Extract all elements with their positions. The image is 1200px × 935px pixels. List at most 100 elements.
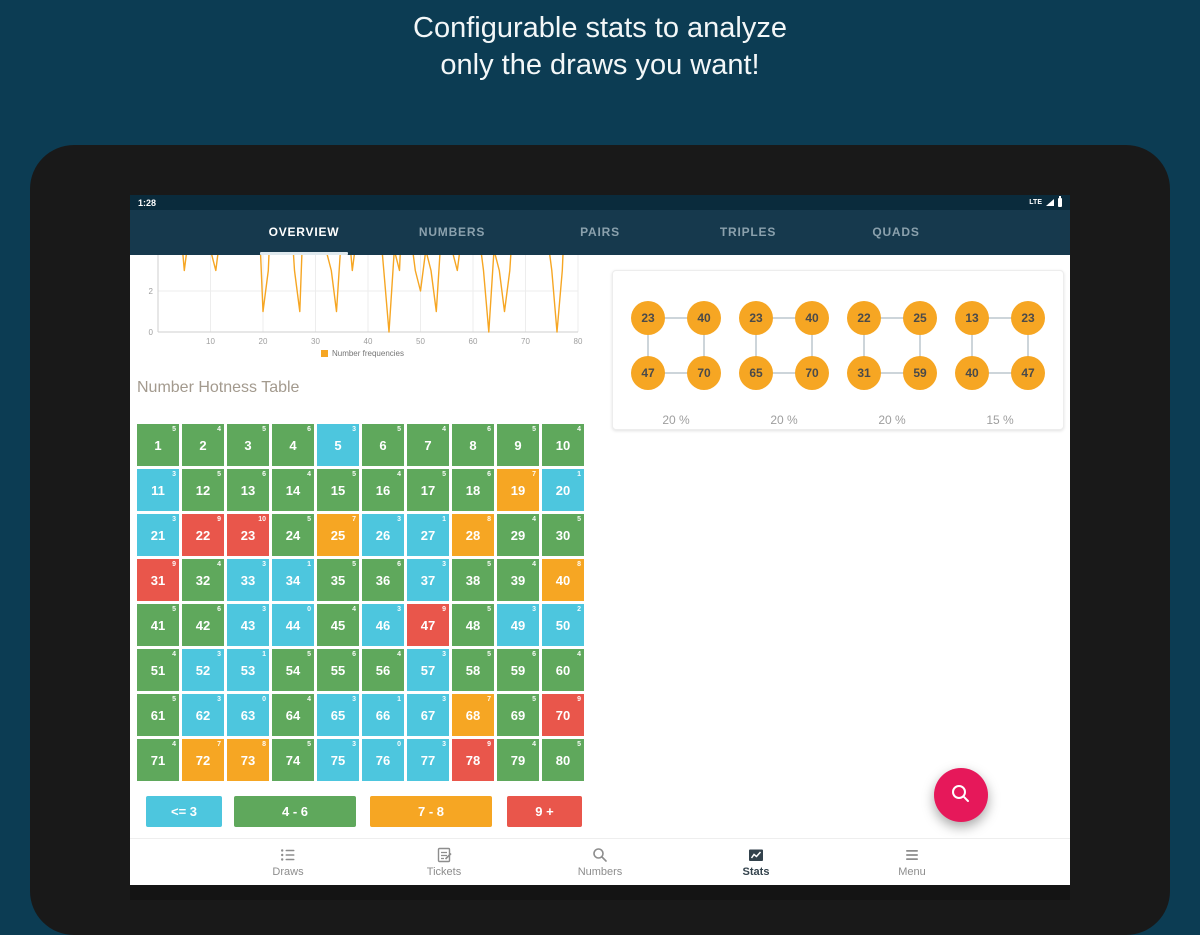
- hotness-cell-21[interactable]: 21 3: [137, 514, 179, 556]
- hotness-cell-51[interactable]: 51 4: [137, 649, 179, 691]
- hotness-cell-30[interactable]: 30 5: [542, 514, 584, 556]
- tab-numbers[interactable]: NUMBERS: [418, 225, 486, 239]
- hotness-cell-33[interactable]: 33 3: [227, 559, 269, 601]
- hotness-cell-67[interactable]: 67 3: [407, 694, 449, 736]
- hotness-cell-38[interactable]: 38 5: [452, 559, 494, 601]
- hotness-cell-29[interactable]: 29 4: [497, 514, 539, 556]
- nav-draws[interactable]: Draws: [210, 839, 366, 885]
- hotness-cell-63[interactable]: 63 0: [227, 694, 269, 736]
- hotness-cell-66[interactable]: 66 1: [362, 694, 404, 736]
- y-tick-label: 0: [149, 328, 154, 337]
- hotness-cell-59[interactable]: 59 6: [497, 649, 539, 691]
- hotness-cell-79[interactable]: 79 4: [497, 739, 539, 781]
- hotness-cell-53[interactable]: 53 1: [227, 649, 269, 691]
- legend-button-cyan[interactable]: <= 3: [146, 796, 222, 827]
- hotness-cell-70[interactable]: 70 9: [542, 694, 584, 736]
- legend-button-green[interactable]: 4 - 6: [234, 796, 356, 827]
- hotness-cell-16[interactable]: 16 4: [362, 469, 404, 511]
- nav-stats[interactable]: Stats: [678, 839, 834, 885]
- hotness-cell-20[interactable]: 20 1: [542, 469, 584, 511]
- hotness-cell-46[interactable]: 46 3: [362, 604, 404, 646]
- fab-search-button[interactable]: [934, 768, 988, 822]
- hotness-cell-19[interactable]: 19 7: [497, 469, 539, 511]
- hotness-cell-35[interactable]: 35 5: [317, 559, 359, 601]
- hotness-cell-68[interactable]: 68 7: [452, 694, 494, 736]
- nav-menu[interactable]: Menu: [834, 839, 990, 885]
- tab-pairs[interactable]: PAIRS: [580, 225, 620, 239]
- hotness-cell-28[interactable]: 28 8: [452, 514, 494, 556]
- hotness-cell-48[interactable]: 48 5: [452, 604, 494, 646]
- pair-percentage: 20 %: [770, 413, 798, 427]
- pair-group-2: 23 40 65 70 20 %: [739, 301, 829, 431]
- hotness-cell-31[interactable]: 31 9: [137, 559, 179, 601]
- hotness-cell-54[interactable]: 54 5: [272, 649, 314, 691]
- hotness-cell-27[interactable]: 27 1: [407, 514, 449, 556]
- hotness-cell-15[interactable]: 15 5: [317, 469, 359, 511]
- hotness-cell-52[interactable]: 52 3: [182, 649, 224, 691]
- nav-tickets[interactable]: Tickets: [366, 839, 522, 885]
- hotness-cell-69[interactable]: 69 5: [497, 694, 539, 736]
- hotness-cell-34[interactable]: 34 1: [272, 559, 314, 601]
- hotness-cell-60[interactable]: 60 4: [542, 649, 584, 691]
- hotness-cell-55[interactable]: 55 6: [317, 649, 359, 691]
- hotness-cell-76[interactable]: 76 0: [362, 739, 404, 781]
- hotness-cell-80[interactable]: 80 5: [542, 739, 584, 781]
- hotness-cell-78[interactable]: 78 9: [452, 739, 494, 781]
- pair-connector-line: [756, 372, 812, 374]
- hotness-cell-32[interactable]: 32 4: [182, 559, 224, 601]
- hotness-cell-43[interactable]: 43 3: [227, 604, 269, 646]
- hotness-cell-49[interactable]: 49 3: [497, 604, 539, 646]
- hotness-cell-64[interactable]: 64 4: [272, 694, 314, 736]
- hotness-cell-39[interactable]: 39 4: [497, 559, 539, 601]
- tab-triples[interactable]: TRIPLES: [719, 225, 777, 239]
- hotness-cell-56[interactable]: 56 4: [362, 649, 404, 691]
- hotness-cell-61[interactable]: 61 5: [137, 694, 179, 736]
- hotness-cell-58[interactable]: 58 5: [452, 649, 494, 691]
- hotness-cell-73[interactable]: 73 8: [227, 739, 269, 781]
- hotness-cell-26[interactable]: 26 3: [362, 514, 404, 556]
- hotness-cell-36[interactable]: 36 6: [362, 559, 404, 601]
- hotness-cell-74[interactable]: 74 5: [272, 739, 314, 781]
- hotness-cell-17[interactable]: 17 5: [407, 469, 449, 511]
- tab-quads[interactable]: QUADS: [872, 225, 920, 239]
- hotness-cell-24[interactable]: 24 5: [272, 514, 314, 556]
- hotness-cell-13[interactable]: 13 6: [227, 469, 269, 511]
- hotness-cell-62[interactable]: 62 3: [182, 694, 224, 736]
- hotness-cell-75[interactable]: 75 3: [317, 739, 359, 781]
- hotness-cell-50[interactable]: 50 2: [542, 604, 584, 646]
- hotness-cell-44[interactable]: 44 0: [272, 604, 314, 646]
- hotness-cell-57[interactable]: 57 3: [407, 649, 449, 691]
- hotness-cell-22[interactable]: 22 9: [182, 514, 224, 556]
- hotness-cell-25[interactable]: 25 7: [317, 514, 359, 556]
- hotness-cell-65[interactable]: 65 3: [317, 694, 359, 736]
- hotness-cell-42[interactable]: 42 6: [182, 604, 224, 646]
- hotness-cell-47[interactable]: 47 9: [407, 604, 449, 646]
- legend-button-red[interactable]: 9 +: [507, 796, 582, 827]
- cell-frequency: 5: [577, 741, 581, 748]
- hotness-cell-40[interactable]: 40 8: [542, 559, 584, 601]
- hotness-cell-72[interactable]: 72 7: [182, 739, 224, 781]
- hotness-cell-12[interactable]: 12 5: [182, 469, 224, 511]
- hotness-cell-23[interactable]: 23 10: [227, 514, 269, 556]
- hotness-cell-77[interactable]: 77 3: [407, 739, 449, 781]
- legend-button-orange[interactable]: 7 - 8: [370, 796, 492, 827]
- hotness-cell-45[interactable]: 45 4: [317, 604, 359, 646]
- hotness-cell-41[interactable]: 41 5: [137, 604, 179, 646]
- hotness-cell-18[interactable]: 18 6: [452, 469, 494, 511]
- hotness-cell-10[interactable]: 10 4: [542, 424, 584, 466]
- nav-numbers[interactable]: Numbers: [522, 839, 678, 885]
- hotness-cell-11[interactable]: 11 3: [137, 469, 179, 511]
- hotness-cell-37[interactable]: 37 3: [407, 559, 449, 601]
- hotness-cell-14[interactable]: 14 4: [272, 469, 314, 511]
- hotness-cell-71[interactable]: 71 4: [137, 739, 179, 781]
- tab-overview[interactable]: OVERVIEW: [230, 210, 378, 255]
